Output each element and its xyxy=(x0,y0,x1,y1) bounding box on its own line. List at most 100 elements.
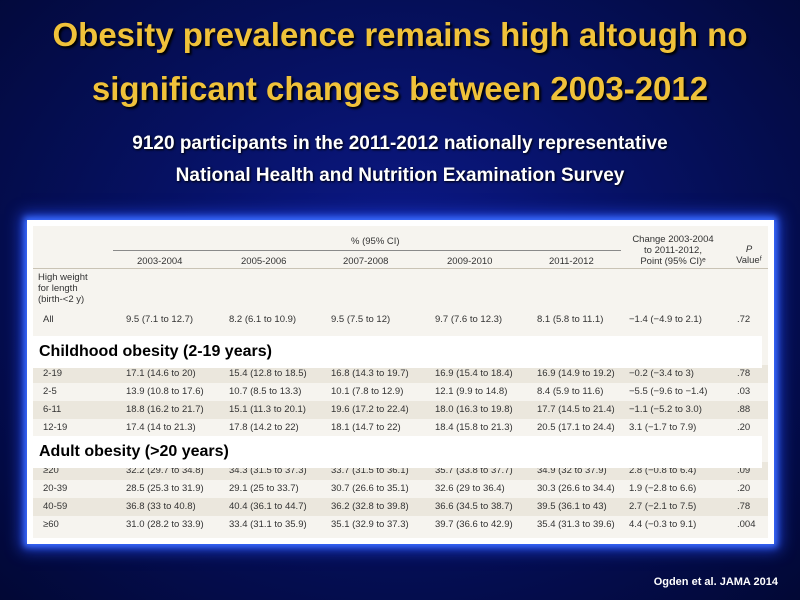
change-header-line: Point (95% CI)ᵉ xyxy=(640,256,706,267)
table-row: 40-59 36.8 (33 to 40.8) 40.4 (36.1 to 44.7… xyxy=(33,498,768,516)
table-cell: 16.9 (15.4 to 18.4) xyxy=(435,368,513,379)
table-cell: 18.4 (15.8 to 21.3) xyxy=(435,422,513,433)
table-cell: 39.5 (36.1 to 43) xyxy=(537,501,607,512)
table-cell: 9.5 (7.5 to 12) xyxy=(331,314,391,325)
table-cell: 8.2 (6.1 to 10.9) xyxy=(229,314,297,325)
subtitle-line-1: 9120 participants in the 2011-2012 natio… xyxy=(132,133,668,154)
table-cell: 17.1 (14.6 to 20) xyxy=(126,368,196,379)
p-header-line: P xyxy=(745,244,753,255)
table-cell: 36.8 (33 to 40.8) xyxy=(126,501,196,512)
table-row: 20-39 28.5 (25.3 to 31.9) 29.1 (25 to 33.7… xyxy=(33,480,768,498)
p-value-cell: .20 xyxy=(737,483,751,494)
change-cell: 2.7 (−2.1 to 7.5) xyxy=(629,501,697,512)
table-cell: 17.4 (14 to 21.3) xyxy=(126,422,196,433)
subtitle-line-2: National Health and Nutrition Examinatio… xyxy=(175,165,625,186)
header-divider xyxy=(113,250,621,251)
table-cell: 13.9 (10.8 to 17.6) xyxy=(126,386,204,397)
row-label: 2-19 xyxy=(43,368,63,379)
table-cell: 36.6 (34.5 to 38.7) xyxy=(435,501,513,512)
table-cell: 31.0 (28.2 to 33.9) xyxy=(126,519,204,530)
p-value-cell: .20 xyxy=(737,422,751,433)
row-label: All xyxy=(43,314,54,325)
table-cell: 35.7 (33.8 to 37.7) xyxy=(435,465,513,476)
table-cell: 39.7 (36.6 to 42.9) xyxy=(435,519,513,530)
change-header-line: to 2011-2012, xyxy=(644,245,702,256)
row-label: 6-11 xyxy=(43,404,62,415)
table-cell: 18.8 (16.2 to 21.7) xyxy=(126,404,204,415)
table-cell: 19.6 (17.2 to 22.4) xyxy=(331,404,409,415)
table-cell: 8.4 (5.9 to 11.6) xyxy=(537,386,604,397)
slide-title-line-1: Obesity prevalence remains high altough … xyxy=(52,16,748,53)
row-label: 20-39 xyxy=(43,483,68,494)
slide-title-line-2: significant changes between 2003-2012 xyxy=(91,70,709,107)
year-header: 2011-2012 xyxy=(549,256,594,267)
p-value-cell: .88 xyxy=(737,404,751,415)
table-cell: 35.1 (32.9 to 37.3) xyxy=(331,519,409,530)
table-cell: 20.5 (17.1 to 24.4) xyxy=(537,422,615,433)
table-cell: 34.3 (31.5 to 37.3) xyxy=(229,465,307,476)
table-cell: 10.7 (8.5 to 13.3) xyxy=(229,386,302,397)
table-row: 2-19 17.1 (14.6 to 20) 15.4 (12.8 to 18.5)… xyxy=(33,365,768,383)
p-value-cell: .78 xyxy=(737,501,751,512)
slide-subtitle: 9120 participants in the 2011-2012 natio… xyxy=(0,128,800,192)
change-cell: 3.1 (−1.7 to 7.9) xyxy=(629,422,697,433)
table-cell: 30.7 (26.6 to 35.1) xyxy=(331,483,409,494)
row-label: ≥60 xyxy=(43,519,59,530)
change-cell: 1.9 (−2.8 to 6.6) xyxy=(629,483,697,494)
table-cell: 29.1 (25 to 33.7) xyxy=(229,483,299,494)
table-cell: 17.8 (14.2 to 22) xyxy=(229,422,299,433)
p-header-line: Valueᶠ xyxy=(736,255,762,266)
table-cell: 33.7 (31.5 to 36.1) xyxy=(331,465,409,476)
hw-label-line: High weight xyxy=(38,272,88,283)
p-value-cell: .03 xyxy=(737,386,751,397)
table-row: 2-5 13.9 (10.8 to 17.6) 10.7 (8.5 to 13.3)… xyxy=(33,383,768,401)
year-header: 2005-2006 xyxy=(241,256,287,267)
year-header: 2003-2004 xyxy=(137,256,183,267)
table-cell: 34.9 (32 to 37.9) xyxy=(537,465,607,476)
table-cell: 16.8 (14.3 to 19.7) xyxy=(331,368,409,379)
table-cell: 15.4 (12.8 to 18.5) xyxy=(229,368,307,379)
change-cell: −5.5 (−9.6 to −1.4) xyxy=(629,386,708,397)
p-value-header: P Valueᶠ xyxy=(730,244,768,266)
row-label: 40-59 xyxy=(43,501,68,512)
ci-group-header: % (95% CI) xyxy=(351,236,400,247)
header-rule xyxy=(33,268,768,269)
change-header-line: Change 2003-2004 xyxy=(632,234,714,245)
table-row: All 9.5 (7.1 to 12.7) 8.2 (6.1 to 10.9) 9.5… xyxy=(33,311,768,329)
change-cell: −1.4 (−4.9 to 2.1) xyxy=(629,314,702,325)
p-value-cell: .72 xyxy=(737,314,751,325)
year-header: 2009-2010 xyxy=(447,256,493,267)
table-frame: % (95% CI) 2003-2004 2005-2006 2007-2008… xyxy=(27,220,774,544)
p-value-cell: .004 xyxy=(737,519,756,530)
table-row: ≥60 31.0 (28.2 to 33.9) 33.4 (31.1 to 35.9… xyxy=(33,516,768,534)
table-cell: 18.1 (14.7 to 22) xyxy=(331,422,401,433)
hw-label-line: for length xyxy=(38,283,78,294)
year-header: 2007-2008 xyxy=(343,256,389,267)
table-cell: 33.4 (31.1 to 35.9) xyxy=(229,519,307,530)
row-label: 12-19 xyxy=(43,422,68,433)
change-cell: 2.8 (−0.8 to 6.4) xyxy=(629,465,697,476)
table-cell: 10.1 (7.8 to 12.9) xyxy=(331,386,404,397)
row-label: 2-5 xyxy=(43,386,57,397)
table-cell: 15.1 (11.3 to 20.1) xyxy=(229,404,306,415)
change-cell: −0.2 (−3.4 to 3) xyxy=(629,368,694,379)
table-cell: 17.7 (14.5 to 21.4) xyxy=(537,404,615,415)
table-cell: 12.1 (9.9 to 14.8) xyxy=(435,386,508,397)
change-header: Change 2003-2004 to 2011-2012, Point (95… xyxy=(623,234,723,267)
table-cell: 32.6 (29 to 36.4) xyxy=(435,483,505,494)
data-table: % (95% CI) 2003-2004 2005-2006 2007-2008… xyxy=(33,226,768,538)
change-cell: −1.1 (−5.2 to 3.0) xyxy=(629,404,702,415)
p-value-cell: .09 xyxy=(737,465,751,476)
hw-label-line: (birth-<2 y) xyxy=(38,294,85,305)
table-cell: 18.0 (16.3 to 19.8) xyxy=(435,404,513,415)
table-cell: 36.2 (32.8 to 39.8) xyxy=(331,501,409,512)
table-cell: 35.4 (31.3 to 39.6) xyxy=(537,519,615,530)
table-cell: 9.7 (7.6 to 12.3) xyxy=(435,314,503,325)
table-row: 12-19 17.4 (14 to 21.3) 17.8 (14.2 to 22) 1… xyxy=(33,419,768,437)
table-cell: 30.3 (26.6 to 34.4) xyxy=(537,483,615,494)
table-cell: 8.1 (5.8 to 11.1) xyxy=(537,314,604,325)
table-cell: 9.5 (7.1 to 12.7) xyxy=(126,314,194,325)
high-weight-label: High weight for length (birth-<2 y) xyxy=(38,272,88,305)
row-label: ≥20 xyxy=(43,465,59,476)
p-value-cell: .78 xyxy=(737,368,751,379)
